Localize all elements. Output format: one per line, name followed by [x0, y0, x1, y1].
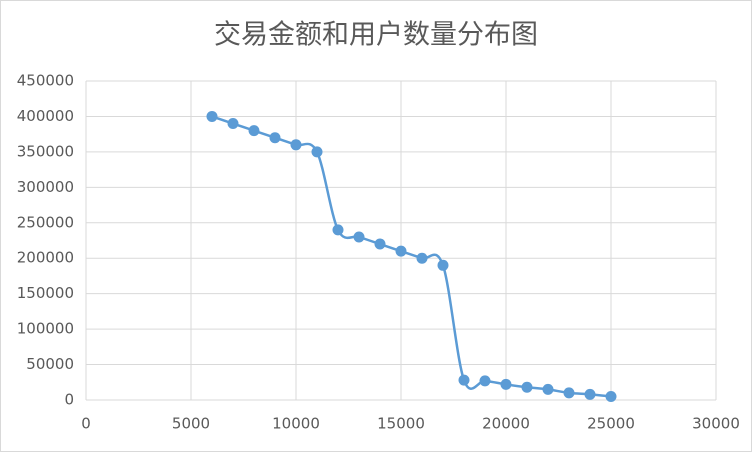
data-point: [374, 238, 386, 250]
x-tick-label: 25000: [587, 415, 635, 433]
y-tick-label: 250000: [17, 213, 74, 231]
x-tick-label: 15000: [377, 415, 425, 433]
data-point: [416, 252, 428, 264]
y-tick-label: 400000: [17, 107, 74, 125]
y-tick-label: 50000: [26, 355, 74, 373]
y-tick-label: 150000: [17, 284, 74, 302]
data-point: [605, 390, 617, 402]
x-tick-label: 0: [81, 415, 91, 433]
chart-title: 交易金额和用户数量分布图: [214, 20, 538, 51]
data-point: [248, 125, 260, 137]
x-tick-label: 10000: [272, 415, 320, 433]
data-point: [584, 388, 596, 400]
data-point: [542, 383, 554, 395]
y-tick-label: 200000: [17, 249, 74, 267]
data-point: [458, 374, 470, 386]
data-point: [521, 381, 533, 393]
y-tick-label: 450000: [17, 72, 74, 90]
data-point: [395, 245, 407, 257]
data-point: [206, 110, 218, 122]
data-point: [332, 224, 344, 236]
x-tick-label: 30000: [692, 415, 740, 433]
data-point: [227, 118, 239, 130]
data-point: [563, 387, 575, 399]
data-point: [290, 139, 302, 151]
y-tick-label: 0: [64, 391, 74, 409]
x-tick-label: 20000: [482, 415, 530, 433]
data-point: [479, 375, 491, 387]
x-tick-label: 5000: [172, 415, 210, 433]
y-tick-label: 350000: [17, 142, 74, 160]
y-tick-label: 100000: [17, 320, 74, 338]
data-point: [311, 146, 323, 158]
y-tick-label: 300000: [17, 178, 74, 196]
data-point: [353, 231, 365, 243]
data-point: [500, 378, 512, 390]
data-point: [437, 259, 449, 271]
data-point: [269, 132, 281, 144]
